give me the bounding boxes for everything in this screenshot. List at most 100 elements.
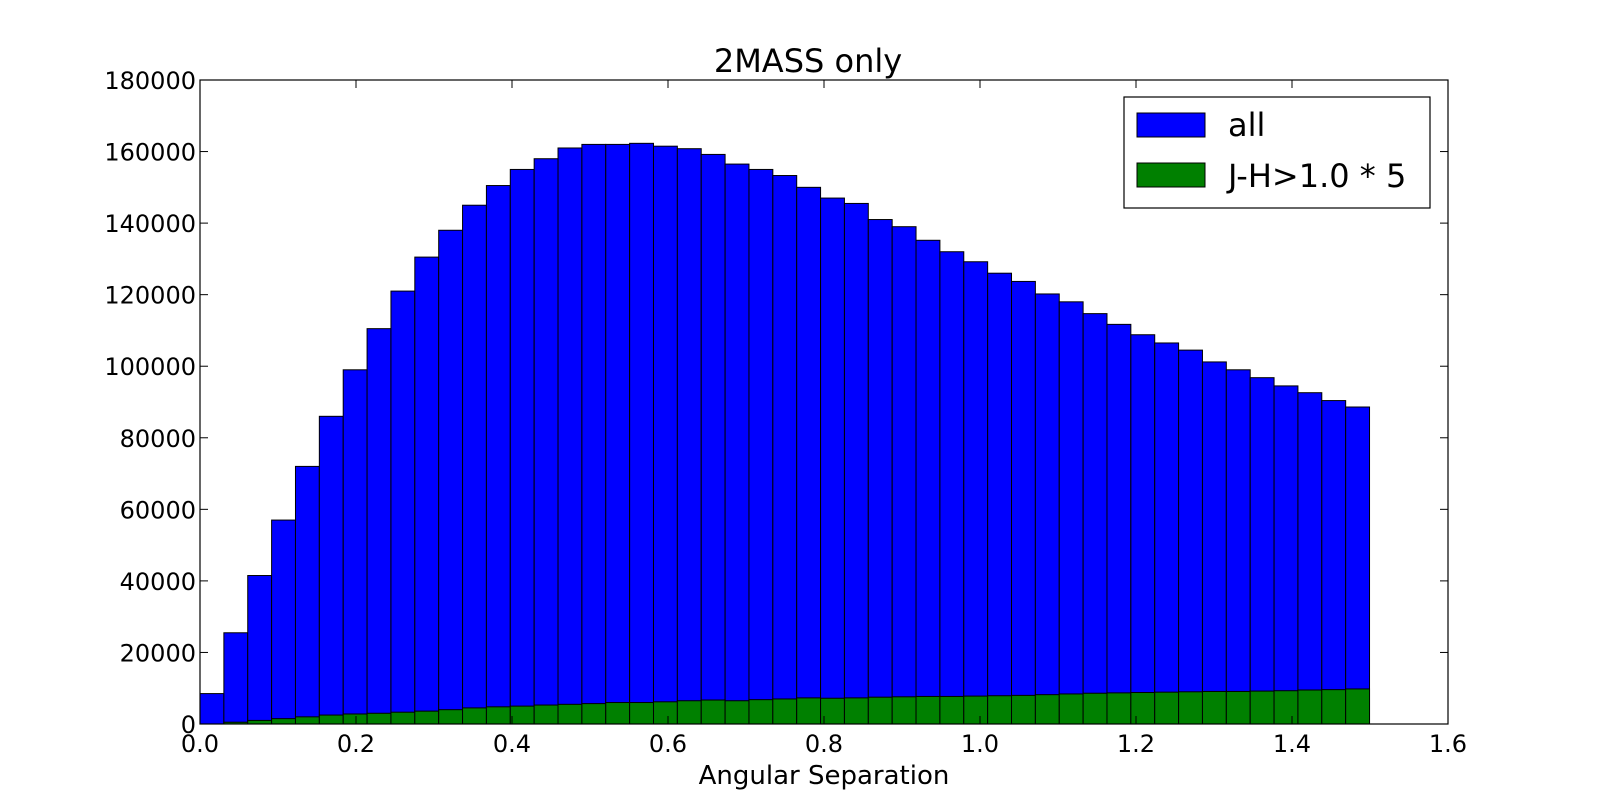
bar-all-20 [676, 148, 702, 725]
bar-all-22 [724, 163, 750, 725]
bar-all-23 [748, 168, 774, 725]
bar-all-45 [1273, 385, 1299, 725]
bar-jh-28 [867, 696, 893, 725]
bar-all-27 [843, 202, 869, 725]
bar-all-12 [485, 185, 511, 725]
bar-jh-37 [1082, 692, 1108, 725]
bar-all-33 [987, 272, 1013, 725]
bar-all-28 [867, 219, 893, 725]
bar-all-21 [700, 153, 726, 725]
y-tick-label: 100000 [104, 353, 196, 381]
bar-all-2 [247, 575, 273, 725]
x-tick-label: 1.0 [961, 730, 999, 758]
bar-jh-42 [1201, 690, 1227, 725]
bar-all-37 [1082, 313, 1108, 725]
bar-all-25 [796, 186, 822, 725]
bar-jh-4 [294, 716, 320, 725]
bar-jh-44 [1249, 690, 1275, 725]
y-tick-label: 80000 [120, 425, 196, 453]
y-tick-label: 60000 [120, 496, 196, 524]
bar-all-24 [772, 175, 798, 725]
bar-jh-45 [1273, 690, 1299, 725]
bar-all-48 [1345, 406, 1371, 725]
bar-all-26 [820, 197, 845, 725]
x-tick-label: 0.6 [649, 730, 687, 758]
x-axis-label: Angular Separation [699, 761, 950, 791]
bar-jh-29 [891, 696, 917, 725]
bar-jh-13 [509, 705, 535, 725]
bar-all-30 [915, 239, 941, 725]
bar-jh-31 [939, 695, 965, 725]
bar-jh-40 [1154, 691, 1180, 725]
legend-swatch-all [1136, 112, 1206, 138]
bar-jh-32 [963, 695, 989, 725]
bar-jh-30 [915, 695, 941, 725]
bar-all-41 [1178, 349, 1203, 725]
bar-all-34 [1011, 280, 1036, 725]
bar-jh-38 [1106, 692, 1132, 725]
bar-jh-12 [485, 706, 511, 725]
bar-jh-27 [843, 697, 869, 725]
bar-all-42 [1201, 361, 1227, 725]
y-tick-label: 0 [181, 711, 196, 739]
x-tick-label: 1.6 [1429, 730, 1467, 758]
bar-all-0 [199, 693, 225, 725]
bar-jh-7 [366, 712, 392, 725]
x-tick-label: 1.2 [1117, 730, 1155, 758]
bar-all-32 [963, 261, 989, 725]
bar-jh-35 [1034, 694, 1060, 725]
bar-all-6 [342, 369, 368, 725]
bar-all-46 [1297, 392, 1323, 725]
bar-jh-8 [390, 711, 416, 725]
bar-jh-33 [987, 695, 1013, 725]
bar-all-10 [438, 229, 464, 725]
bar-jh-20 [676, 700, 702, 725]
bar-jh-19 [652, 701, 678, 725]
bar-all-8 [390, 290, 416, 725]
bar-jh-21 [700, 699, 726, 725]
bar-jh-46 [1297, 689, 1323, 725]
ticks-group: 0.0 0.2 0.4 0.6 0.8 1.0 1.2 1.4 1.6 0 20000 40000 60… [104, 67, 1467, 758]
bar-jh-39 [1130, 692, 1156, 725]
bar-all-36 [1058, 301, 1084, 725]
x-tick-label: 0.2 [337, 730, 375, 758]
bar-jh-18 [629, 702, 654, 725]
bar-jh-47 [1321, 689, 1347, 725]
bar-jh-22 [724, 700, 750, 725]
bar-jh-43 [1225, 690, 1251, 725]
y-tick-label: 180000 [104, 67, 196, 95]
bar-jh-11 [462, 707, 487, 725]
legend: all J-H>1.0 * 5 [1123, 96, 1431, 209]
bar-all-43 [1225, 369, 1251, 725]
bar-jh-5 [318, 714, 344, 725]
bar-all-15 [557, 147, 583, 725]
bar-all-44 [1249, 377, 1275, 725]
x-tick-label: 1.4 [1273, 730, 1311, 758]
bar-all-7 [366, 328, 392, 725]
bar-all-47 [1321, 400, 1347, 725]
x-tick-label: 0.4 [493, 730, 531, 758]
bar-jh-15 [557, 703, 583, 725]
bar-jh-16 [581, 703, 607, 725]
bar-jh-23 [748, 699, 774, 725]
bar-jh-14 [533, 704, 559, 725]
legend-label-all: all [1228, 106, 1265, 144]
bar-jh-41 [1178, 691, 1203, 725]
bar-all-40 [1154, 342, 1180, 725]
bar-all-1 [223, 632, 249, 725]
y-tick-label: 20000 [120, 639, 196, 667]
y-tick-label: 120000 [104, 282, 196, 310]
bar-all-38 [1106, 323, 1132, 725]
bar-jh-3 [271, 718, 296, 725]
bar-all-11 [462, 204, 487, 725]
bar-all-13 [509, 168, 535, 725]
bar-all-18 [629, 142, 654, 725]
legend-swatch-jh [1136, 162, 1206, 188]
bar-jh-48 [1345, 688, 1371, 725]
bar-jh-24 [772, 698, 798, 725]
bar-all-19 [652, 145, 678, 725]
x-tick-label: 0.8 [805, 730, 843, 758]
x-tick-label: 0.0 [181, 730, 219, 758]
bar-all-29 [891, 226, 917, 725]
